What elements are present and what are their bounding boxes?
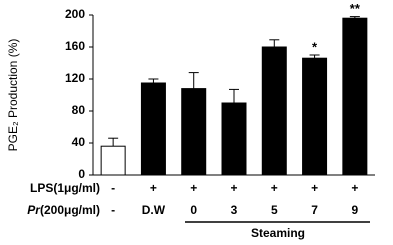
y-tick-label: 0 — [78, 167, 85, 181]
row-cell: 7 — [311, 203, 318, 217]
row-cell: + — [190, 181, 197, 195]
row-cell: D.W — [142, 203, 166, 217]
bar — [221, 102, 247, 176]
row-cell: + — [351, 181, 358, 195]
row-cell: 5 — [271, 203, 278, 217]
bar — [181, 88, 207, 176]
row-cell: + — [311, 181, 318, 195]
row-label: Pr(200μg/ml) — [27, 203, 100, 217]
y-tick-label: 120 — [65, 71, 85, 85]
bar — [342, 17, 368, 176]
bar — [100, 145, 126, 176]
group-label: Steaming — [251, 226, 305, 240]
row-label-text: LPS(1μg/ml) — [30, 181, 100, 195]
row-label-text: (200μg/ml) — [40, 203, 100, 217]
row-label: LPS(1μg/ml) — [30, 181, 100, 195]
row-cell: - — [111, 181, 115, 195]
row-cell: 0 — [190, 203, 197, 217]
row-cell: + — [150, 181, 157, 195]
y-tick-label: 40 — [72, 135, 86, 149]
y-tick-label: 160 — [65, 39, 85, 53]
row-cell: + — [230, 181, 237, 195]
significance-label: * — [312, 39, 318, 54]
row-label-italic: Pr — [27, 203, 41, 217]
y-tick-label: 80 — [72, 103, 86, 117]
row-cell: 9 — [352, 203, 359, 217]
row-cell: + — [271, 181, 278, 195]
bar — [261, 46, 287, 176]
y-axis-label: PGE₂ Production (%) — [6, 39, 20, 152]
bar — [302, 57, 328, 176]
y-tick-label: 200 — [65, 7, 85, 21]
significance-label: ** — [350, 1, 361, 16]
bar — [140, 82, 166, 176]
row-cell: 3 — [231, 203, 238, 217]
row-cell: - — [111, 203, 115, 217]
